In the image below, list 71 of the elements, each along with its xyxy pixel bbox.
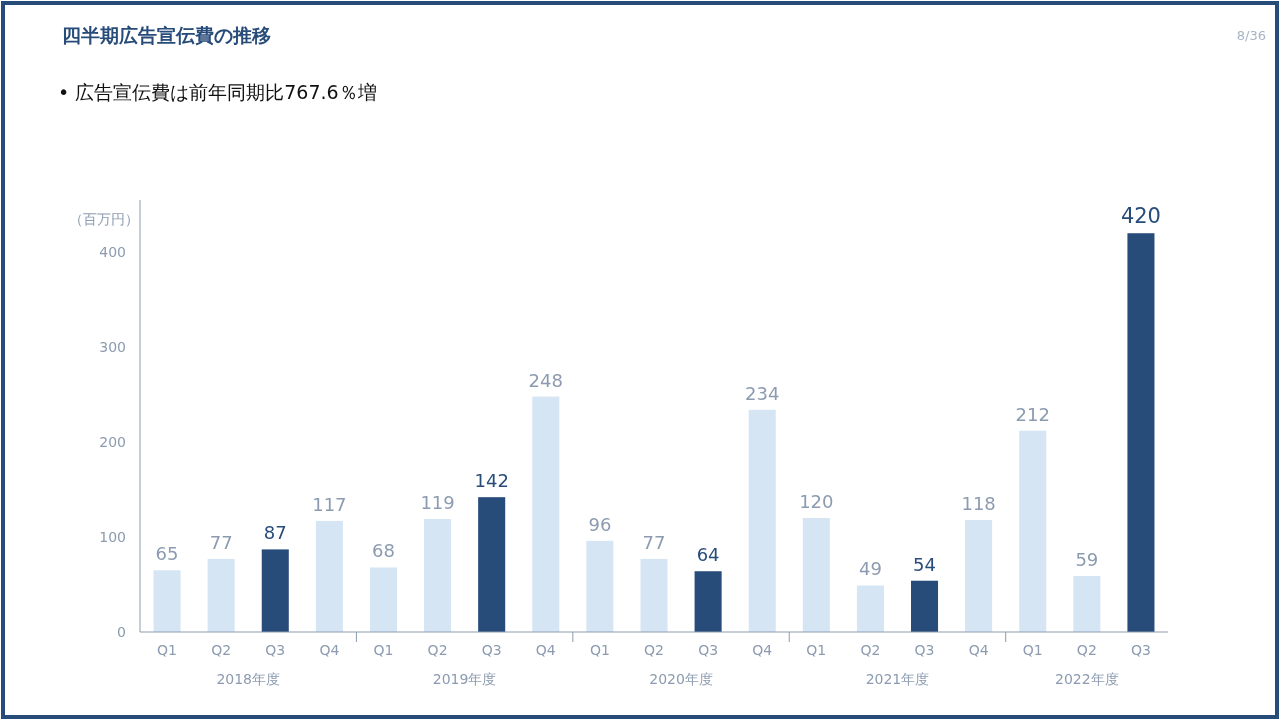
data-label: 77 xyxy=(209,531,233,553)
data-label: 212 xyxy=(1015,403,1050,425)
data-label: 234 xyxy=(745,382,780,404)
bar xyxy=(478,497,506,632)
bar xyxy=(802,518,830,632)
x-tick-label: Q4 xyxy=(752,642,773,658)
data-label: 64 xyxy=(696,544,720,566)
y-tick-label: 200 xyxy=(99,434,126,451)
chart-subtitle: • 広告宣伝費は前年同期比767.6％増 xyxy=(58,81,377,103)
text: 2021年度 xyxy=(865,671,930,687)
data-label: 65 xyxy=(155,543,179,565)
bar xyxy=(369,567,397,632)
x-tick-label: Q3 xyxy=(481,642,502,658)
bar xyxy=(424,519,452,632)
x-tick-label: Q2 xyxy=(644,642,664,658)
text: 2022年度 xyxy=(1055,671,1119,687)
bar xyxy=(586,540,614,632)
data-label: 119 xyxy=(420,492,455,514)
x-tick-label: Q1 xyxy=(157,642,178,658)
bar xyxy=(748,409,776,632)
data-label: 142 xyxy=(474,470,509,492)
bar xyxy=(1019,430,1047,632)
y-axis-title: （百万円） xyxy=(69,211,139,227)
x-tick-label: Q2 xyxy=(211,642,232,658)
data-label: 59 xyxy=(1075,548,1099,570)
bar xyxy=(965,519,993,632)
data-label: 117 xyxy=(312,493,347,515)
bar xyxy=(315,520,343,632)
bar xyxy=(694,571,722,632)
y-tick-label: 100 xyxy=(99,529,126,546)
bar xyxy=(1073,575,1101,632)
x-tick-label: Q3 xyxy=(914,642,935,658)
bar xyxy=(532,396,560,632)
data-label: 248 xyxy=(528,369,563,391)
x-tick-label: Q3 xyxy=(698,642,719,658)
text: 2020年度 xyxy=(649,671,713,687)
data-label: 49 xyxy=(858,558,882,580)
bar xyxy=(911,580,939,632)
text: 2019年度 xyxy=(432,671,497,687)
data-label: 54 xyxy=(913,553,936,575)
x-tick-label: Q4 xyxy=(535,642,556,658)
data-label: 120 xyxy=(799,491,834,513)
data-label: 96 xyxy=(588,513,612,535)
bar xyxy=(261,549,289,632)
y-tick-label: 0 xyxy=(117,624,126,640)
x-tick-label: Q2 xyxy=(860,642,881,658)
bar xyxy=(1127,233,1155,632)
bar xyxy=(640,558,668,632)
x-tick-label: Q4 xyxy=(968,642,989,658)
x-tick-label: Q1 xyxy=(589,642,610,658)
x-tick-label: Q3 xyxy=(1130,642,1151,658)
x-tick-label: Q1 xyxy=(806,642,827,658)
chart-title: 四半期広告宣伝費の推移 xyxy=(62,24,271,46)
bar xyxy=(153,570,181,632)
x-tick-label: Q3 xyxy=(265,642,286,658)
y-tick-label: 300 xyxy=(99,339,126,356)
bar xyxy=(207,558,235,632)
data-label: 87 xyxy=(263,522,287,544)
data-label: 118 xyxy=(961,492,996,514)
data-label: 420 xyxy=(1120,204,1161,229)
data-label: 77 xyxy=(642,531,666,553)
x-tick-label: Q2 xyxy=(427,642,448,658)
x-tick-label: Q1 xyxy=(373,642,394,658)
x-tick-label: Q4 xyxy=(319,642,340,658)
x-tick-label: Q2 xyxy=(1076,642,1097,658)
data-label: 68 xyxy=(372,540,395,562)
bar xyxy=(856,585,884,632)
text: 2018年度 xyxy=(216,671,281,687)
y-tick-label: 400 xyxy=(99,244,126,261)
text: 8/36 xyxy=(1236,28,1266,43)
x-tick-label: Q1 xyxy=(1022,642,1043,658)
